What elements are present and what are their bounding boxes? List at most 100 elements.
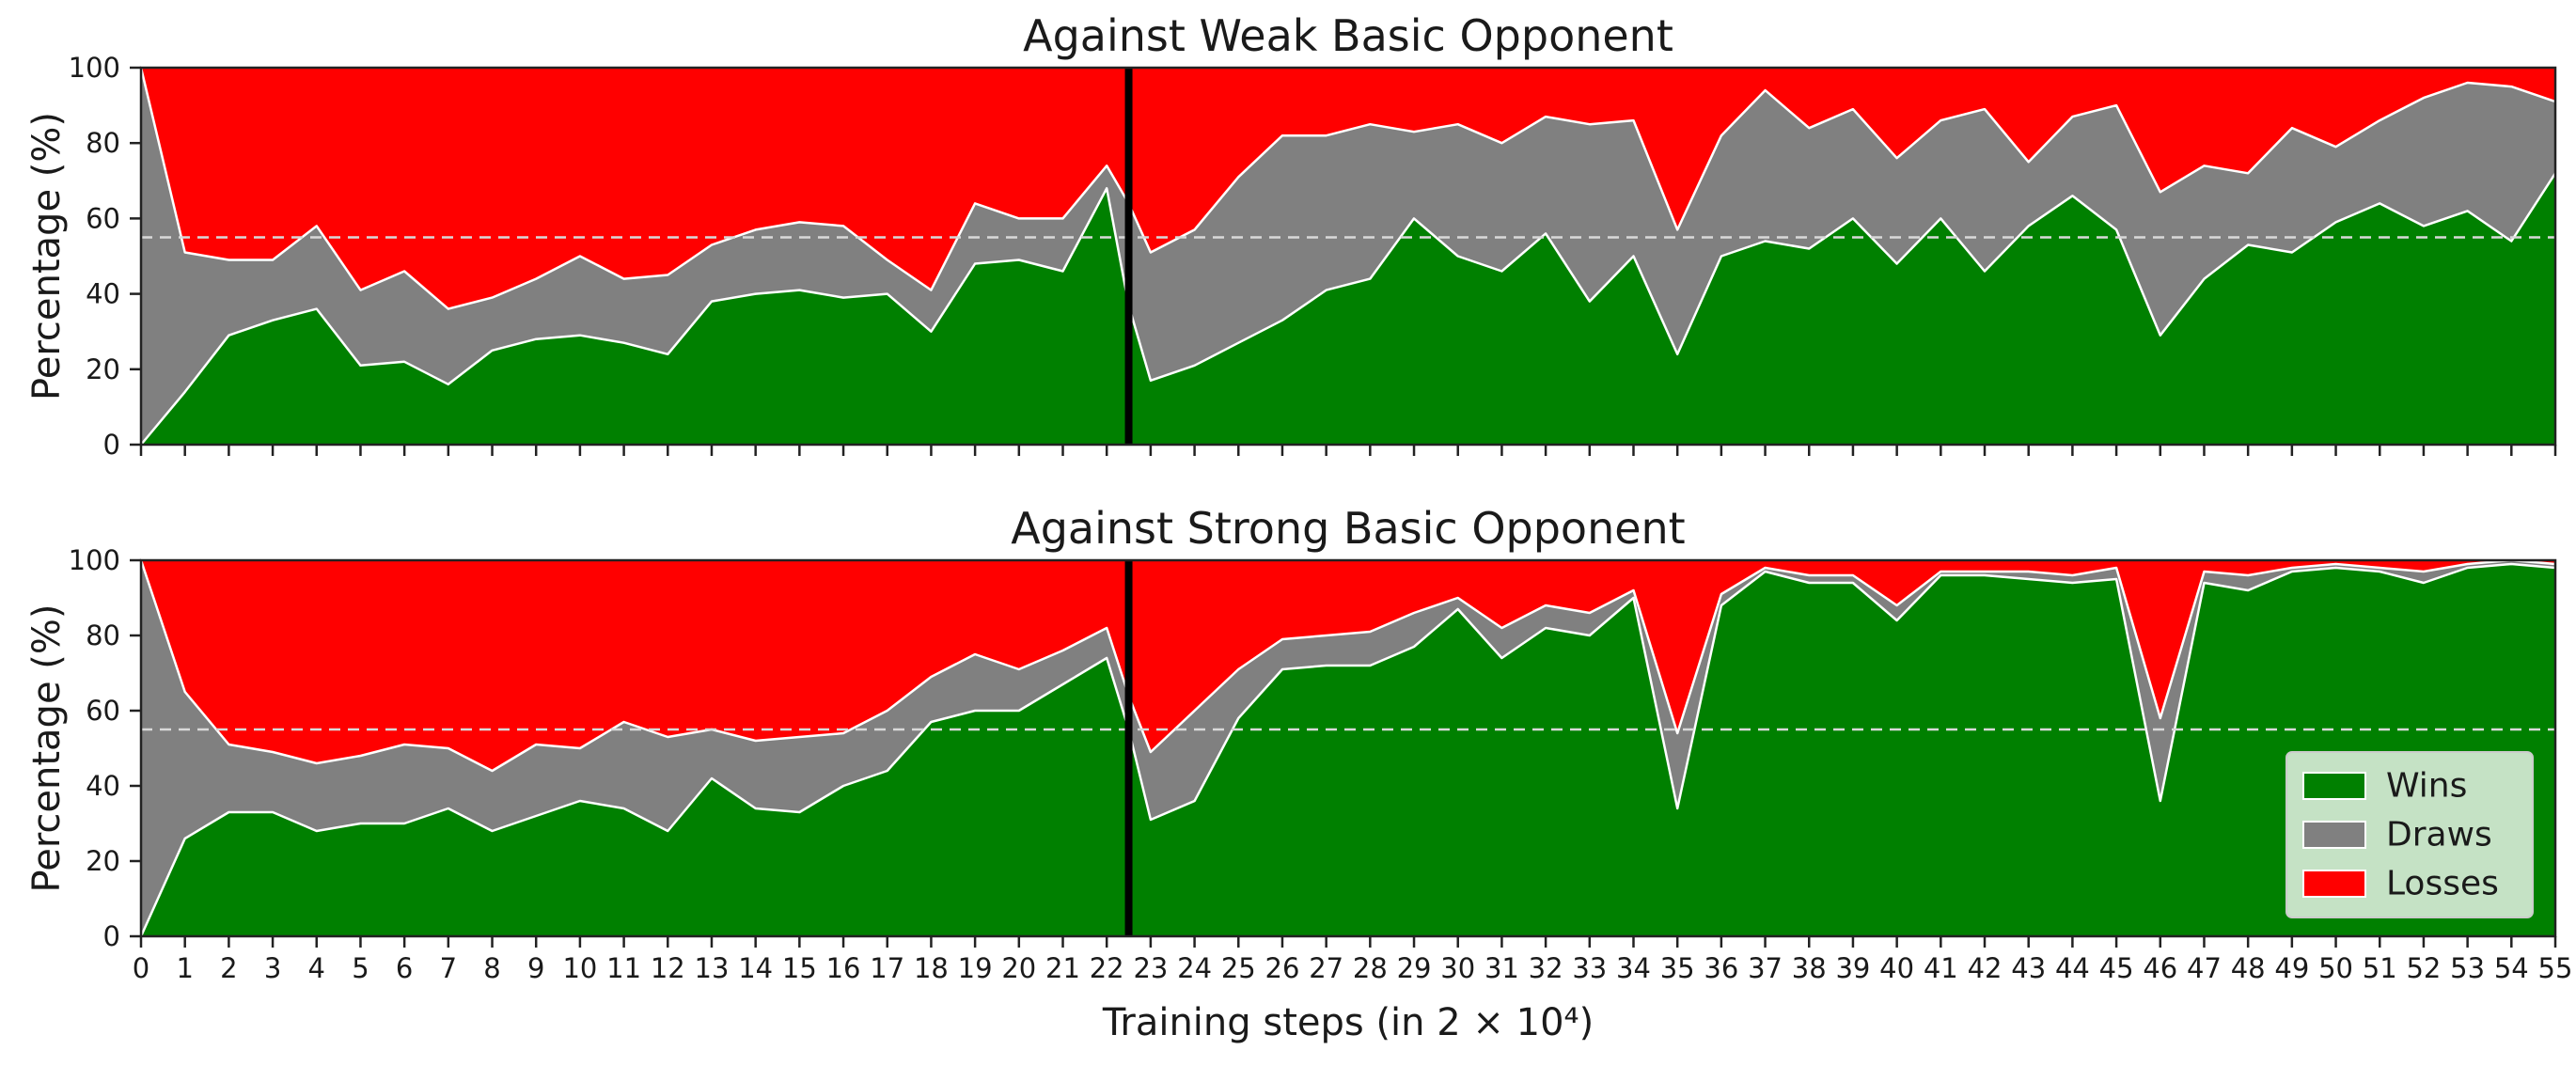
- x-tick-label: 28: [1353, 952, 1388, 984]
- y-axis-label: Percentage (%): [25, 604, 69, 893]
- x-tick-label: 6: [396, 952, 413, 984]
- boundary-line-draws: [139, 558, 2556, 773]
- chart-title: Against Weak Basic Opponent: [1023, 10, 1673, 61]
- area-wins: [141, 173, 2555, 446]
- x-tick-label: 5: [352, 952, 369, 984]
- y-tick-label: 0: [103, 429, 120, 461]
- x-tick-label: 38: [1792, 952, 1827, 984]
- x-tick-label: 55: [2538, 952, 2573, 984]
- x-tick-label: 9: [527, 952, 544, 984]
- x-tick-label: 21: [1045, 952, 1080, 984]
- x-tick-label: 34: [1616, 952, 1651, 984]
- legend-swatch-losses: [2302, 870, 2366, 898]
- y-tick-label: 20: [86, 353, 120, 385]
- legend-label-draws: Draws: [2386, 816, 2492, 854]
- y-tick-label: 0: [103, 920, 120, 952]
- x-tick-label: 4: [308, 952, 325, 984]
- x-tick-label: 36: [1704, 952, 1738, 984]
- x-tick-label: 7: [440, 952, 457, 984]
- area-draws: [141, 560, 2555, 936]
- x-tick-label: 15: [782, 952, 817, 984]
- legend-swatch-draws: [2302, 821, 2366, 849]
- plot-frame: [139, 66, 2557, 447]
- chart-panel-weak-opponent: Against Weak Basic Opponent Percentage (…: [25, 10, 2557, 461]
- x-tick-label: 22: [1090, 952, 1124, 984]
- boundary-line-wins: [139, 562, 2556, 937]
- y-tick-label: 20: [86, 845, 120, 877]
- x-tick-label: 43: [2011, 952, 2046, 984]
- legend-label-losses: Losses: [2386, 865, 2499, 903]
- x-tick-label: 42: [1968, 952, 2003, 984]
- x-tick-label: 0: [133, 952, 149, 984]
- y-tick-label: 100: [69, 544, 120, 576]
- x-tick-label: 50: [2318, 952, 2353, 984]
- y-axis-label: Percentage (%): [25, 112, 69, 400]
- legend-label-wins: Wins: [2386, 767, 2467, 806]
- x-tick-label: 44: [2055, 952, 2090, 984]
- chart-overlay: [141, 68, 2555, 445]
- x-tick-label: 31: [1484, 952, 1519, 984]
- y-tick-label: 100: [69, 52, 120, 84]
- legend-swatch-wins: [2302, 772, 2366, 800]
- chart-overlay: [141, 560, 2555, 936]
- x-tick-label: 49: [2274, 952, 2309, 984]
- x-tick-label: 33: [1572, 952, 1607, 984]
- x-tick-label: 53: [2450, 952, 2485, 984]
- chart-title: Against Strong Basic Opponent: [1011, 503, 1685, 554]
- x-tick-label: 19: [958, 952, 993, 984]
- y-tick-label: 60: [86, 695, 120, 727]
- area-series-group: [139, 67, 2557, 446]
- x-tick-label: 25: [1221, 952, 1256, 984]
- x-tick-label: 40: [1879, 952, 1914, 984]
- x-tick-label: 11: [606, 952, 641, 984]
- legend: Wins Draws Losses: [2285, 751, 2534, 918]
- area-losses: [141, 68, 2555, 309]
- x-tick-label: 45: [2099, 952, 2134, 984]
- boundary-line-draws: [139, 67, 2556, 310]
- x-tick-label: 3: [264, 952, 281, 984]
- x-tick-label: 8: [483, 952, 500, 984]
- x-tick-label: 13: [695, 952, 730, 984]
- x-tick-label: 52: [2406, 952, 2441, 984]
- x-tick-label: 39: [1835, 952, 1870, 984]
- x-tick-label: 48: [2231, 952, 2266, 984]
- x-tick-label: 17: [870, 952, 904, 984]
- x-tick-label: 18: [914, 952, 949, 984]
- x-tick-label: 12: [651, 952, 685, 984]
- x-tick-label: 47: [2187, 952, 2222, 984]
- x-tick-label: 37: [1748, 952, 1783, 984]
- boundary-line-wins: [140, 172, 2557, 446]
- x-tick-label: 51: [2363, 952, 2397, 984]
- x-tick-label: 14: [738, 952, 773, 984]
- axes: 0 20 40 60 80 100: [69, 52, 2557, 461]
- x-tick-label: 29: [1397, 952, 1432, 984]
- y-tick-label: 60: [86, 202, 120, 234]
- x-tick-label: 26: [1265, 952, 1300, 984]
- x-axis-label: Training steps (in 2 × 10⁴): [1102, 1001, 1594, 1044]
- x-tick-label: 41: [1924, 952, 1958, 984]
- y-tick-label: 80: [86, 127, 120, 159]
- area-losses: [141, 560, 2555, 771]
- plot-frame: [139, 558, 2557, 938]
- x-tick-label: 30: [1440, 952, 1475, 984]
- x-tick-label: 20: [1001, 952, 1036, 984]
- x-tick-label: 46: [2143, 952, 2177, 984]
- x-tick-label: 54: [2494, 952, 2529, 984]
- area-draws: [141, 68, 2555, 445]
- y-tick-label: 40: [86, 770, 120, 802]
- area-series-group: [139, 558, 2556, 937]
- x-tick-label: 16: [826, 952, 861, 984]
- x-tick-label: 23: [1133, 952, 1168, 984]
- x-tick-label: 10: [562, 952, 597, 984]
- chart-panel-strong-opponent: Against Strong Basic Opponent Percentage…: [25, 503, 2572, 1044]
- x-tick-label: 1: [176, 952, 193, 984]
- area-wins: [141, 564, 2555, 936]
- x-tick-label: 35: [1660, 952, 1695, 984]
- x-tick-label: 24: [1177, 952, 1212, 984]
- y-tick-label: 80: [86, 619, 120, 651]
- y-tick-label: 40: [86, 278, 120, 310]
- x-tick-label: 32: [1529, 952, 1563, 984]
- x-tick-label: 27: [1309, 952, 1343, 984]
